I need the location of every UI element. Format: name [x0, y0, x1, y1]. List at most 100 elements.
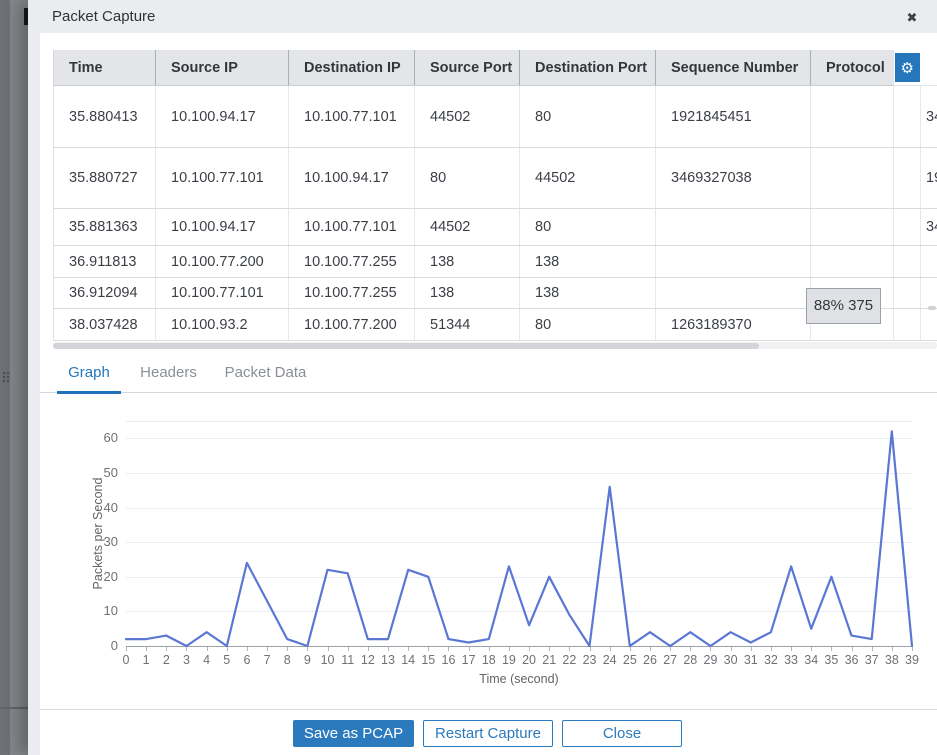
y-tick-label: 30 — [84, 534, 118, 549]
cell-clipped: 346 — [921, 86, 937, 148]
col-header-sequence-number[interactable]: Sequence Number — [656, 50, 811, 86]
close-icon[interactable]: ✖ — [902, 8, 922, 28]
x-tick-label: 28 — [679, 653, 701, 667]
x-tick-label: 38 — [881, 653, 903, 667]
scrollbar-nub[interactable] — [928, 306, 936, 310]
x-tick-label: 13 — [377, 653, 399, 667]
cell-gear — [894, 86, 921, 148]
cell-source-port: 138 — [415, 246, 520, 278]
cell-protocol — [811, 246, 894, 278]
x-tick-mark — [791, 647, 792, 651]
drag-grip-icon[interactable] — [2, 371, 10, 383]
x-tick-mark — [267, 647, 268, 651]
close-button[interactable]: Close — [562, 720, 682, 747]
cell-sequence-number — [656, 246, 811, 278]
x-tick-mark — [610, 647, 611, 651]
tab-packet-data[interactable]: Packet Data — [215, 355, 316, 391]
cell-protocol — [811, 148, 894, 209]
x-tick-label: 31 — [740, 653, 762, 667]
x-tick-mark — [166, 647, 167, 651]
x-tick-label: 37 — [861, 653, 883, 667]
table-row[interactable]: 36.912094 10.100.77.101 10.100.77.255 13… — [54, 278, 937, 309]
cell-sequence-number — [656, 209, 811, 246]
col-header-destination-port[interactable]: Destination Port — [520, 50, 656, 86]
x-tick-mark — [912, 647, 913, 651]
cell-source-port: 138 — [415, 278, 520, 309]
cell-clipped — [921, 309, 937, 341]
x-tick-label: 17 — [458, 653, 480, 667]
table-header-row: Time Source IP Destination IP Source Por… — [54, 50, 937, 86]
tab-graph[interactable]: Graph — [57, 355, 121, 394]
cell-destination-port: 80 — [520, 86, 656, 148]
x-tick-label: 24 — [599, 653, 621, 667]
x-tick-mark — [146, 647, 147, 651]
x-tick-mark — [247, 647, 248, 651]
x-tick-mark — [348, 647, 349, 651]
cell-source-ip: 10.100.77.200 — [156, 246, 289, 278]
cell-source-port: 44502 — [415, 86, 520, 148]
table-row[interactable]: 35.880413 10.100.94.17 10.100.77.101 445… — [54, 86, 937, 148]
x-tick-mark — [227, 647, 228, 651]
col-header-protocol[interactable]: Protocol — [811, 50, 894, 86]
modal-content-card: Time Source IP Destination IP Source Por… — [40, 33, 937, 755]
x-tick-mark — [731, 647, 732, 651]
x-tick-label: 10 — [317, 653, 339, 667]
cell-destination-ip: 10.100.94.17 — [289, 148, 415, 209]
cell-source-ip: 10.100.77.101 — [156, 148, 289, 209]
x-tick-mark — [489, 647, 490, 651]
x-tick-label: 27 — [659, 653, 681, 667]
table-row[interactable]: 35.881363 10.100.94.17 10.100.77.101 445… — [54, 209, 937, 246]
gear-icon[interactable]: ⚙ — [895, 53, 920, 82]
cell-destination-ip: 10.100.77.101 — [289, 86, 415, 148]
col-header-time[interactable]: Time — [54, 50, 156, 86]
col-header-source-port[interactable]: Source Port — [415, 50, 520, 86]
x-tick-mark — [852, 647, 853, 651]
y-tick-label: 40 — [84, 500, 118, 515]
x-tick-mark — [529, 647, 530, 651]
x-tick-label: 26 — [639, 653, 661, 667]
cell-time: 36.911813 — [54, 246, 156, 278]
modal-title: Packet Capture — [52, 8, 155, 25]
cell-gear — [894, 246, 921, 278]
cell-destination-ip: 10.100.77.255 — [289, 246, 415, 278]
x-tick-label: 7 — [256, 653, 278, 667]
x-tick-label: 20 — [518, 653, 540, 667]
save-as-pcap-button[interactable]: Save as PCAP — [293, 720, 414, 747]
x-tick-mark — [751, 647, 752, 651]
x-tick-mark — [509, 647, 510, 651]
cell-source-port: 44502 — [415, 209, 520, 246]
table-row[interactable]: 38.037428 10.100.93.2 10.100.77.200 5134… — [54, 309, 937, 341]
table-row[interactable]: 35.880727 10.100.77.101 10.100.94.17 80 … — [54, 148, 937, 209]
x-tick-mark — [872, 647, 873, 651]
backdrop-divider — [0, 707, 28, 709]
x-tick-label: 22 — [558, 653, 580, 667]
col-header-destination-ip[interactable]: Destination IP — [289, 50, 415, 86]
x-tick-label: 9 — [296, 653, 318, 667]
cell-source-ip: 10.100.94.17 — [156, 209, 289, 246]
x-tick-mark — [368, 647, 369, 651]
x-tick-label: 21 — [538, 653, 560, 667]
cell-source-port: 80 — [415, 148, 520, 209]
y-tick-label: 20 — [84, 569, 118, 584]
x-tick-mark — [650, 647, 651, 651]
x-tick-mark — [126, 647, 127, 651]
x-tick-label: 3 — [175, 653, 197, 667]
restart-capture-button[interactable]: Restart Capture — [423, 720, 553, 747]
tab-headers[interactable]: Headers — [130, 355, 207, 391]
cell-destination-port: 138 — [520, 246, 656, 278]
x-tick-label: 23 — [579, 653, 601, 667]
col-header-source-ip[interactable]: Source IP — [156, 50, 289, 86]
x-tick-label: 6 — [236, 653, 258, 667]
x-tick-label: 14 — [397, 653, 419, 667]
scrollbar-thumb[interactable] — [53, 343, 759, 349]
x-tick-mark — [388, 647, 389, 651]
x-tick-label: 5 — [216, 653, 238, 667]
x-tick-mark — [590, 647, 591, 651]
table-row[interactable]: 36.911813 10.100.77.200 10.100.77.255 13… — [54, 246, 937, 278]
x-tick-label: 16 — [437, 653, 459, 667]
x-tick-label: 39 — [901, 653, 923, 667]
table-horizontal-scrollbar[interactable] — [53, 342, 937, 349]
x-tick-mark — [670, 647, 671, 651]
cell-gear — [894, 309, 921, 341]
x-tick-label: 15 — [417, 653, 439, 667]
